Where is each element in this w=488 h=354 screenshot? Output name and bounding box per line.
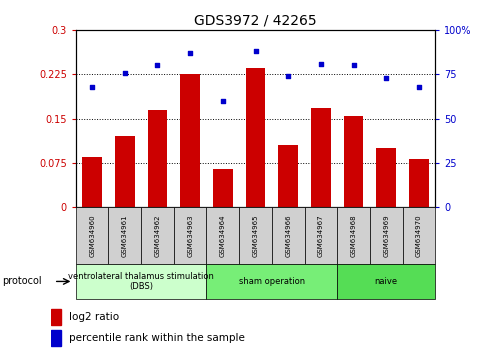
Bar: [147, 110, 167, 207]
Text: GSM634966: GSM634966: [285, 214, 290, 257]
Bar: [278, 145, 297, 207]
Text: GSM634968: GSM634968: [350, 214, 356, 257]
Point: [284, 73, 291, 79]
Bar: [271, 207, 304, 264]
Point: [251, 48, 259, 54]
Text: GSM634964: GSM634964: [220, 214, 225, 257]
Bar: [376, 148, 395, 207]
Bar: [369, 207, 402, 264]
Bar: [51, 309, 61, 325]
Text: GSM634969: GSM634969: [383, 214, 388, 257]
Bar: [239, 207, 271, 264]
Bar: [337, 264, 434, 299]
Text: ventrolateral thalamus stimulation
(DBS): ventrolateral thalamus stimulation (DBS): [68, 272, 214, 291]
Text: GSM634961: GSM634961: [122, 214, 127, 257]
Bar: [304, 207, 337, 264]
Point: [121, 70, 128, 75]
Point: [219, 98, 226, 104]
Bar: [115, 136, 134, 207]
Text: GSM634960: GSM634960: [89, 214, 95, 257]
Text: percentile rank within the sample: percentile rank within the sample: [68, 333, 244, 343]
Title: GDS3972 / 42265: GDS3972 / 42265: [194, 13, 316, 28]
Text: protocol: protocol: [2, 276, 42, 286]
Text: sham operation: sham operation: [238, 277, 305, 286]
Bar: [245, 68, 265, 207]
Text: log2 ratio: log2 ratio: [68, 312, 119, 322]
Point: [414, 84, 422, 90]
Text: naive: naive: [374, 277, 397, 286]
Point: [153, 63, 161, 68]
Bar: [141, 207, 173, 264]
Bar: [76, 264, 206, 299]
Bar: [310, 108, 330, 207]
Bar: [343, 116, 363, 207]
Bar: [213, 169, 232, 207]
Text: GSM634970: GSM634970: [415, 214, 421, 257]
Bar: [180, 74, 200, 207]
Point: [349, 63, 357, 68]
Text: GSM634967: GSM634967: [317, 214, 323, 257]
Text: GSM634962: GSM634962: [154, 214, 160, 257]
Bar: [173, 207, 206, 264]
Bar: [76, 207, 108, 264]
Bar: [337, 207, 369, 264]
Text: GSM634965: GSM634965: [252, 214, 258, 257]
Bar: [206, 264, 337, 299]
Point: [186, 50, 194, 56]
Bar: [206, 207, 239, 264]
Point: [88, 84, 96, 90]
Bar: [402, 207, 434, 264]
Bar: [408, 159, 428, 207]
Bar: [51, 330, 61, 346]
Bar: [108, 207, 141, 264]
Text: GSM634963: GSM634963: [187, 214, 193, 257]
Point: [316, 61, 324, 67]
Bar: [82, 157, 102, 207]
Point: [382, 75, 389, 81]
